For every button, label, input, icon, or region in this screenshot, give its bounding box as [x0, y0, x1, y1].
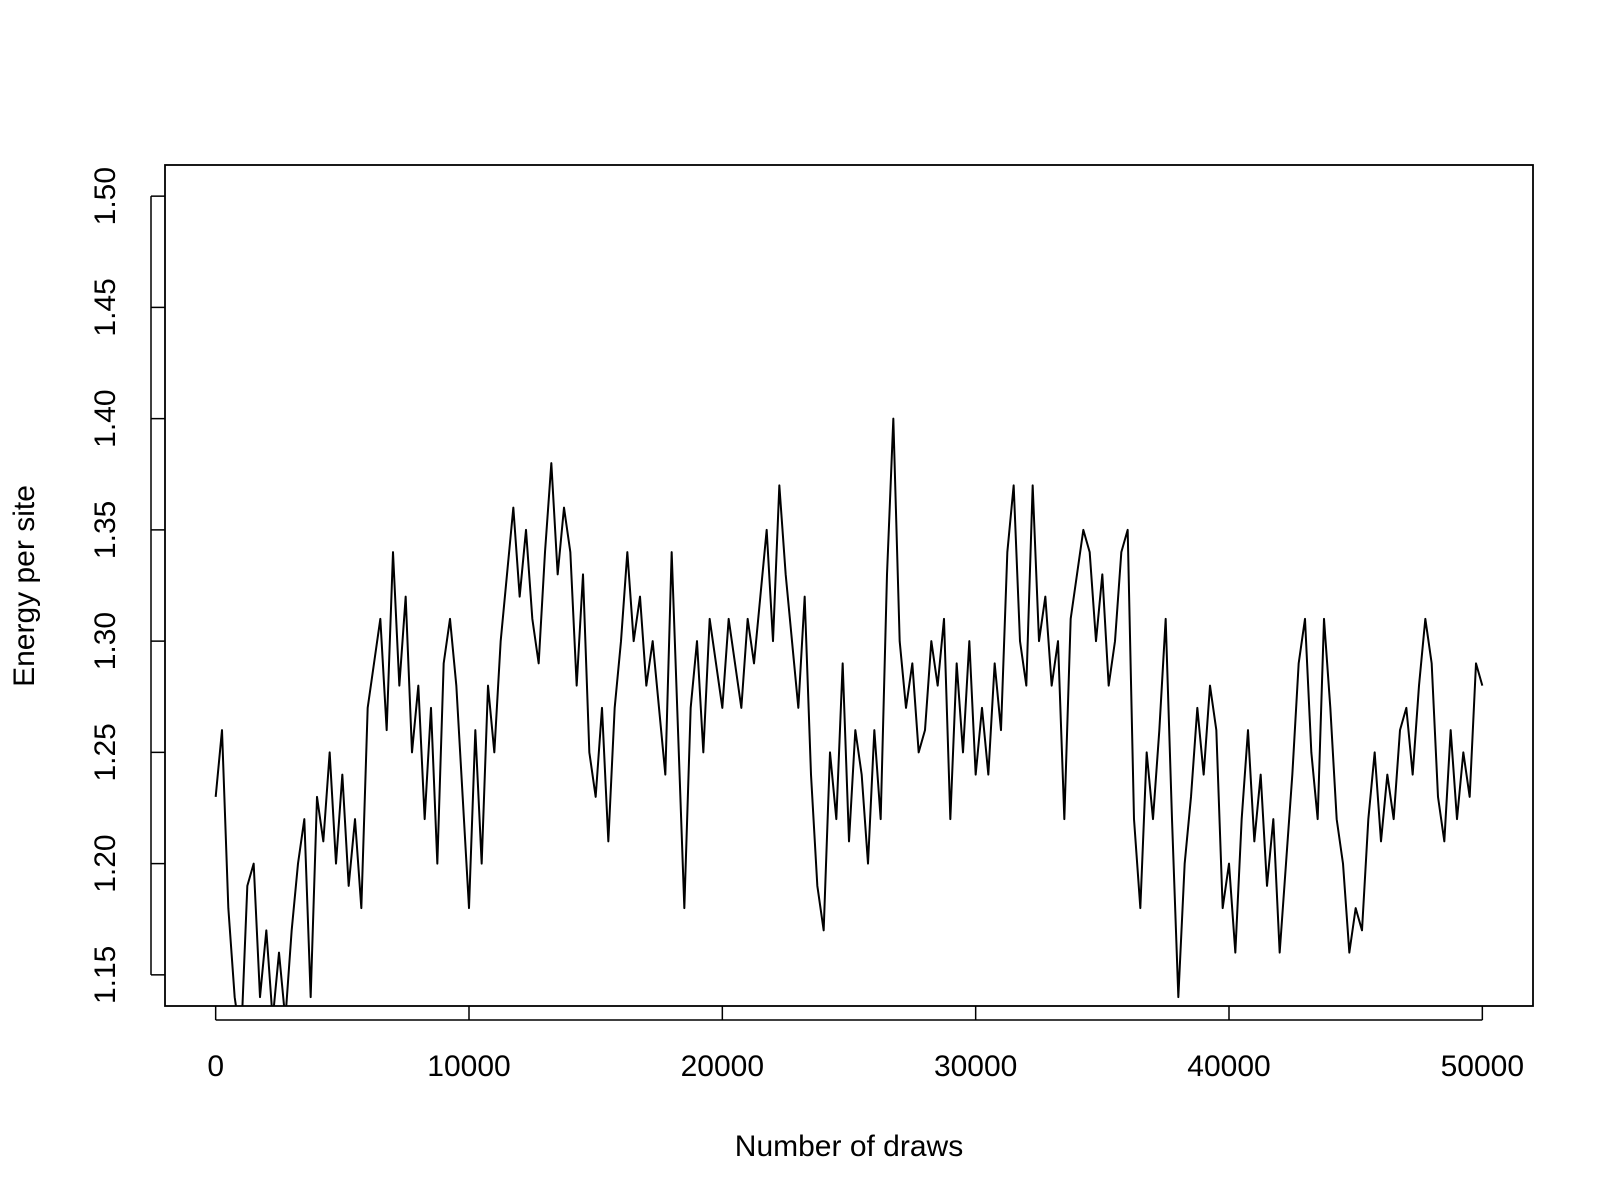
y-tick-label: 1.35: [89, 501, 122, 559]
y-tick-label: 1.40: [89, 389, 122, 447]
y-tick-label: 1.15: [89, 946, 122, 1004]
x-tick-label: 50000: [1441, 1050, 1524, 1083]
data-line: [214, 417, 1484, 1006]
y-tick-label: 1.20: [89, 834, 122, 892]
plot-frame: [164, 164, 1534, 1007]
y-tick-label: 1.45: [89, 278, 122, 336]
x-tick-label: 30000: [934, 1050, 1017, 1083]
x-tick-label: 0: [207, 1050, 224, 1083]
y-tick-label: 1.50: [89, 167, 122, 225]
y-tick-label: 1.30: [89, 612, 122, 670]
x-axis-label: Number of draws: [735, 1130, 963, 1163]
y-tick-label: 1.25: [89, 723, 122, 781]
x-tick-label: 10000: [427, 1050, 510, 1083]
y-axis-label: Energy per site: [8, 485, 41, 687]
x-tick-label: 20000: [681, 1050, 764, 1083]
x-tick-label: 40000: [1187, 1050, 1270, 1083]
